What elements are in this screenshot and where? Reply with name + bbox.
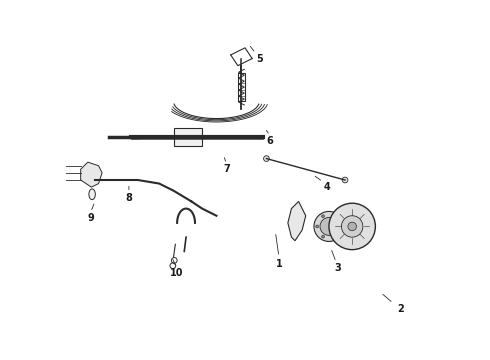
Text: 5: 5 [256, 54, 263, 64]
Text: 4: 4 [324, 182, 331, 192]
Text: 8: 8 [125, 193, 132, 203]
Circle shape [264, 156, 270, 161]
Text: 1: 1 [275, 259, 282, 269]
Bar [173, 128, 202, 146]
Circle shape [333, 235, 336, 238]
Circle shape [342, 177, 348, 183]
Bar [238, 73, 245, 102]
Text: 3: 3 [335, 262, 341, 273]
Circle shape [321, 235, 324, 238]
Circle shape [342, 216, 363, 237]
Circle shape [348, 222, 356, 231]
Circle shape [316, 225, 318, 228]
Text: 2: 2 [397, 303, 404, 314]
Text: 6: 6 [267, 136, 273, 146]
Circle shape [339, 225, 342, 228]
Text: 7: 7 [224, 164, 230, 174]
Ellipse shape [89, 189, 96, 200]
Circle shape [333, 215, 336, 218]
Circle shape [320, 217, 338, 235]
Circle shape [321, 215, 324, 218]
Circle shape [329, 203, 375, 249]
Polygon shape [288, 202, 306, 241]
Text: 9: 9 [87, 212, 94, 222]
Text: 10: 10 [171, 268, 184, 278]
Circle shape [314, 211, 344, 242]
Polygon shape [81, 162, 102, 187]
